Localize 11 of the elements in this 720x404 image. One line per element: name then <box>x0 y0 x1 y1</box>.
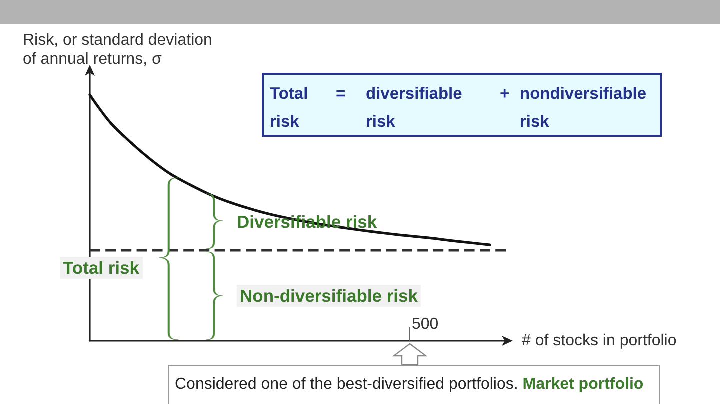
annotation: Total risk <box>270 84 308 133</box>
annotation: + <box>500 84 510 105</box>
note-box: Considered one of the best-diversified portfolios. Market portfolio <box>168 365 660 404</box>
x-axis-title: # of stocks in portfolio <box>522 332 677 350</box>
annotation: = <box>336 84 346 105</box>
y-axis-title: Risk, or standard deviation of annual returns, σ <box>23 31 214 69</box>
annotation: 500 <box>412 316 439 334</box>
annotation: diversifiable risk <box>366 84 462 133</box>
text: nondiversifiable risk <box>520 85 647 131</box>
annotation: Total risk <box>60 257 143 279</box>
annotation: Non-diversifiable risk <box>237 285 421 307</box>
